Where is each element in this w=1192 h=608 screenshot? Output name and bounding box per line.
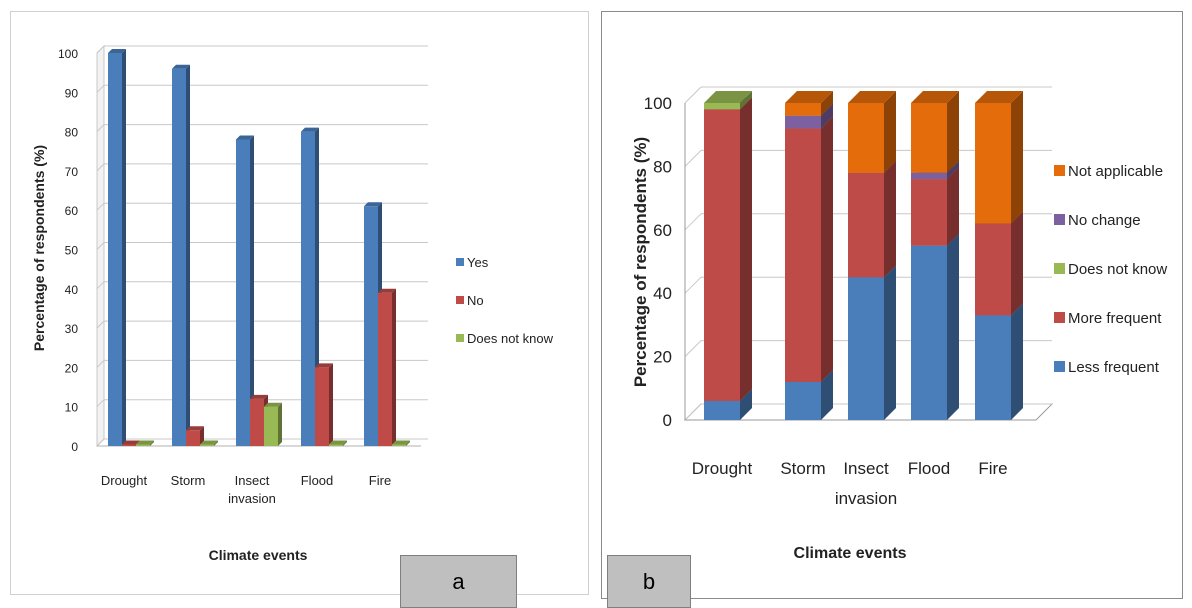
chart-b-xtick-label: Storm: [780, 459, 825, 478]
chart-b-bar-not-applicable-fire: [975, 91, 1023, 224]
chart-a-gridline-slant: [96, 163, 105, 172]
chart-a-ytick-label: 80: [65, 126, 79, 140]
chart-b-bar-less-frequent-flood: [911, 233, 959, 420]
chart-a-bar-no-fire: [378, 288, 396, 446]
chart-b-legend-swatch-less-frequent: [1054, 361, 1065, 372]
chart-b-legend-swatch-more-frequent: [1054, 312, 1065, 323]
chart-a-ytick-label: 10: [65, 401, 79, 415]
chart-b-legend-label-does-not-know: Does not know: [1068, 261, 1167, 278]
chart-a-gridline-slant: [96, 84, 105, 93]
chart-a-xtick-label: Storm: [171, 473, 206, 488]
chart-b-legend-swatch-not-applicable: [1054, 165, 1065, 176]
chart-a-bar-yes-drought: [108, 49, 126, 446]
chart-a-ytick-label: 50: [65, 244, 79, 258]
chart-b-legend-swatch-no-change: [1054, 214, 1065, 225]
chart-a-bar-no-flood: [315, 363, 333, 446]
chart-b-gridline-slant: [684, 340, 702, 357]
chart-b-bar-more-frequent-drought: [704, 97, 752, 401]
chart-b-legend-label-not-applicable: Not applicable: [1068, 163, 1163, 180]
panel-label-a: a: [400, 555, 517, 608]
chart-a-legend-swatch-yes: [456, 258, 464, 266]
chart-b-y-axis-title: Percentage of respondents (%): [631, 137, 650, 387]
chart-b-legend-label-less-frequent: Less frequent: [1068, 359, 1160, 376]
chart-a-xtick-label: Flood: [301, 473, 334, 488]
chart-b-bar-more-frequent-insect-invasion: [848, 160, 896, 278]
chart-b-bar-more-frequent-fire: [975, 211, 1023, 316]
chart-a-ytick-label: 40: [65, 283, 79, 297]
chart-a-gridline-slant: [96, 202, 105, 211]
chart-b-gridline-slant: [684, 213, 702, 231]
chart-b-gridline-slant: [684, 86, 702, 104]
chart-a-xtick-label: Fire: [369, 473, 391, 488]
chart-a-ytick-label: 20: [65, 361, 79, 375]
chart-b-ytick-label: 100: [644, 94, 672, 113]
chart-b-gridline-slant: [684, 150, 702, 167]
chart-b-ytick-label: 0: [663, 411, 672, 430]
chart-a-bar-does-not-know-insect-invasion: [264, 402, 282, 446]
chart-a-bar-does-not-know-drought: [136, 440, 154, 446]
chart-b-gridline-slant: [684, 276, 702, 294]
chart-a-bar-does-not-know-fire: [392, 440, 410, 446]
chart-a-legend-swatch-does-not-know: [456, 334, 464, 342]
chart-b-legend-swatch-does-not-know: [1054, 263, 1065, 274]
chart-b-xtick-label: Insect invasion: [835, 459, 897, 508]
chart-a-gridline-slant: [96, 320, 105, 329]
chart-a-gridline-slant: [96, 281, 105, 290]
chart-b-bar-less-frequent-insect-invasion: [848, 265, 896, 420]
chart-a-bar-does-not-know-flood: [329, 440, 347, 446]
chart-panel-a: [10, 11, 589, 595]
chart-a-ytick-label: 60: [65, 204, 79, 218]
chart-a-ytick-label: 70: [65, 165, 79, 179]
chart-b-ytick-label: 60: [653, 221, 672, 240]
chart-b-bar-does-not-know-drought: [704, 91, 752, 110]
chart-b-xtick-label: Fire: [978, 459, 1007, 478]
chart-a-gridline-slant: [96, 438, 105, 447]
chart-a-xtick-label: Insect invasion: [228, 473, 276, 506]
chart-a-legend-label-no: No: [467, 293, 484, 308]
chart-b-xtick-label: Flood: [908, 459, 951, 478]
chart-a-y-axis-title: Percentage of respondents (%): [31, 145, 47, 351]
chart-a-gridline-slant: [96, 124, 105, 132]
chart-a-gridline-slant: [96, 45, 105, 54]
chart-b-bar-more-frequent-storm: [785, 116, 833, 382]
chart-a-legend-label-does-not-know: Does not know: [467, 331, 554, 346]
chart-a-gridline-slant: [96, 399, 105, 408]
chart-b-xtick-label: Drought: [692, 459, 753, 478]
chart-a-bar-yes-insect-invasion: [236, 135, 254, 446]
chart-b-bar-less-frequent-fire: [975, 303, 1023, 420]
chart-b-bar-not-applicable-flood: [911, 91, 959, 173]
chart-a-ytick-label: 90: [65, 86, 79, 100]
chart-a-bar-no-storm: [186, 426, 204, 446]
chart-b-gridline-slant: [684, 403, 702, 421]
chart-b-bar-not-applicable-insect-invasion: [848, 91, 896, 173]
chart-a-gridline-slant: [96, 242, 105, 250]
panel-label-b: b: [607, 555, 691, 608]
chart-b-bar-not-applicable-storm: [785, 91, 833, 116]
chart-b-x-axis-title: Climate events: [794, 545, 907, 562]
chart-a-x-axis-title: Climate events: [209, 547, 308, 563]
chart-a-bar-does-not-know-storm: [200, 440, 218, 446]
chart-b-legend-label-more-frequent: More frequent: [1068, 310, 1162, 327]
chart-a-xtick-label: Drought: [101, 473, 148, 488]
chart-b-ytick-label: 20: [653, 348, 672, 367]
chart-a-legend-swatch-no: [456, 296, 464, 304]
chart-b-ytick-label: 80: [653, 157, 672, 176]
chart-a-ytick-label: 30: [65, 322, 79, 336]
chart-b-legend-label-no-change: No change: [1068, 212, 1141, 229]
chart-a-legend-label-yes: Yes: [467, 255, 489, 270]
chart-a-bar-yes-storm: [172, 64, 190, 446]
chart-a-gridline-slant: [96, 360, 105, 368]
chart-a-ytick-label: 0: [71, 440, 78, 454]
chart-a-ytick-label: 100: [58, 47, 78, 61]
chart-b-ytick-label: 40: [653, 284, 672, 303]
